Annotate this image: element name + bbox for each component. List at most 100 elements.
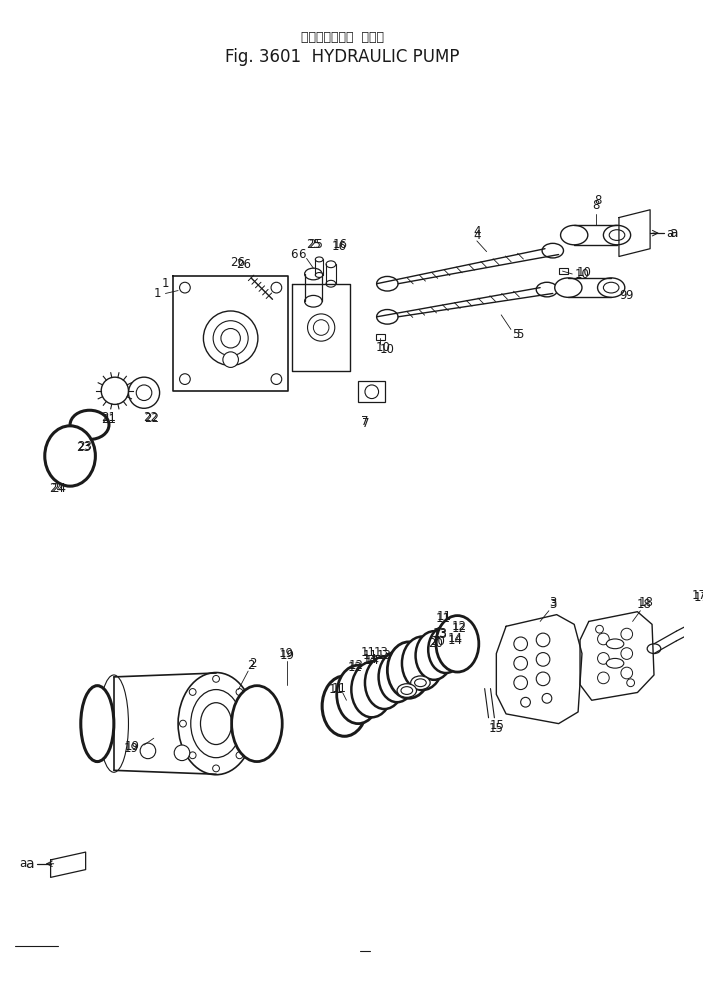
Ellipse shape [231,686,282,762]
Text: 10: 10 [380,343,395,356]
Text: 21: 21 [101,413,117,426]
Text: 22: 22 [144,411,160,424]
Text: 3: 3 [549,596,557,609]
Bar [358,381,385,402]
Ellipse shape [326,280,336,287]
Text: 19: 19 [124,742,139,756]
Ellipse shape [365,656,404,709]
Circle shape [271,282,282,293]
Ellipse shape [45,426,96,486]
Ellipse shape [316,257,323,262]
Ellipse shape [379,651,415,703]
Ellipse shape [606,639,624,648]
Circle shape [213,321,248,356]
Ellipse shape [397,684,417,698]
Circle shape [212,765,219,771]
Text: 24: 24 [49,481,64,495]
Circle shape [598,672,610,684]
Ellipse shape [555,277,582,297]
Ellipse shape [536,282,557,297]
Circle shape [179,282,191,293]
Circle shape [140,743,155,759]
Text: 3: 3 [549,598,557,611]
Text: 7: 7 [361,415,368,428]
Text: 18: 18 [637,598,652,611]
Circle shape [179,374,191,385]
Circle shape [514,637,527,650]
Ellipse shape [436,616,479,672]
Circle shape [189,752,196,759]
Text: 16: 16 [333,238,348,251]
Circle shape [271,374,282,385]
Text: 13: 13 [374,646,389,659]
Ellipse shape [542,243,564,258]
Text: 12: 12 [452,622,467,635]
Text: 8: 8 [594,194,601,207]
Text: 11: 11 [361,646,375,659]
Text: 7: 7 [362,417,370,430]
Text: 25: 25 [306,238,321,251]
Circle shape [536,652,550,666]
Circle shape [598,652,610,664]
Ellipse shape [316,273,323,277]
Text: 9: 9 [625,289,633,302]
Ellipse shape [598,277,625,297]
Circle shape [203,311,258,365]
Text: 10: 10 [576,266,591,278]
Circle shape [598,633,610,645]
Circle shape [365,385,379,399]
Ellipse shape [200,703,231,745]
Text: 23: 23 [77,440,92,453]
Text: ハイドロリック  ポンプ: ハイドロリック ポンプ [301,31,384,43]
Circle shape [212,675,219,682]
Text: 26: 26 [236,258,251,271]
Ellipse shape [560,225,588,245]
Ellipse shape [610,229,625,240]
Ellipse shape [322,676,367,736]
Text: 4: 4 [473,224,481,238]
Ellipse shape [411,676,430,690]
Circle shape [236,752,243,759]
Ellipse shape [415,679,426,687]
Text: 13: 13 [432,627,447,640]
Circle shape [101,377,129,404]
Ellipse shape [428,626,463,673]
Circle shape [536,633,550,646]
Circle shape [223,352,238,367]
Circle shape [246,720,252,727]
Ellipse shape [337,665,380,723]
Circle shape [179,720,186,727]
Circle shape [595,625,603,633]
Text: a: a [25,857,34,871]
Circle shape [621,667,633,679]
Text: a: a [666,226,673,240]
Text: 2: 2 [250,656,257,670]
Ellipse shape [606,658,624,668]
Text: 19: 19 [278,647,294,660]
Text: 20: 20 [429,638,444,650]
Text: 26: 26 [230,256,245,269]
Ellipse shape [402,637,443,690]
Text: 15: 15 [490,719,505,732]
Text: 2: 2 [247,658,255,672]
Ellipse shape [70,410,109,440]
Text: 18: 18 [639,596,654,609]
Text: 11: 11 [328,683,343,696]
Circle shape [621,628,633,640]
Ellipse shape [178,672,254,774]
Text: 12: 12 [349,658,363,672]
Text: 24: 24 [51,481,66,495]
Text: 11: 11 [435,612,451,625]
Text: 16: 16 [331,240,346,253]
Bar [559,269,568,274]
Bar [375,335,385,340]
Text: 11: 11 [331,682,346,695]
Circle shape [521,698,530,707]
Text: 17: 17 [693,590,703,603]
Text: 17: 17 [691,588,703,601]
Text: a: a [20,857,27,870]
Text: 6: 6 [298,248,305,261]
Text: 12: 12 [348,660,363,674]
Text: 23: 23 [76,441,91,454]
Text: 9: 9 [619,289,626,302]
